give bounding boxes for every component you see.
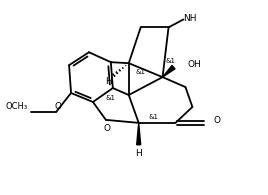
Text: &1: &1 (106, 95, 116, 100)
Text: &1: &1 (136, 69, 146, 75)
Text: O: O (55, 102, 62, 112)
Polygon shape (137, 123, 141, 145)
Text: NH: NH (184, 14, 197, 23)
Text: H: H (106, 77, 112, 86)
Polygon shape (163, 66, 175, 77)
Text: O: O (103, 124, 110, 133)
Text: OH: OH (187, 60, 201, 69)
Text: O: O (213, 116, 220, 125)
Text: OCH₃: OCH₃ (5, 102, 27, 112)
Text: &1: &1 (166, 58, 176, 64)
Text: &1: &1 (149, 114, 159, 120)
Text: H: H (135, 149, 142, 158)
